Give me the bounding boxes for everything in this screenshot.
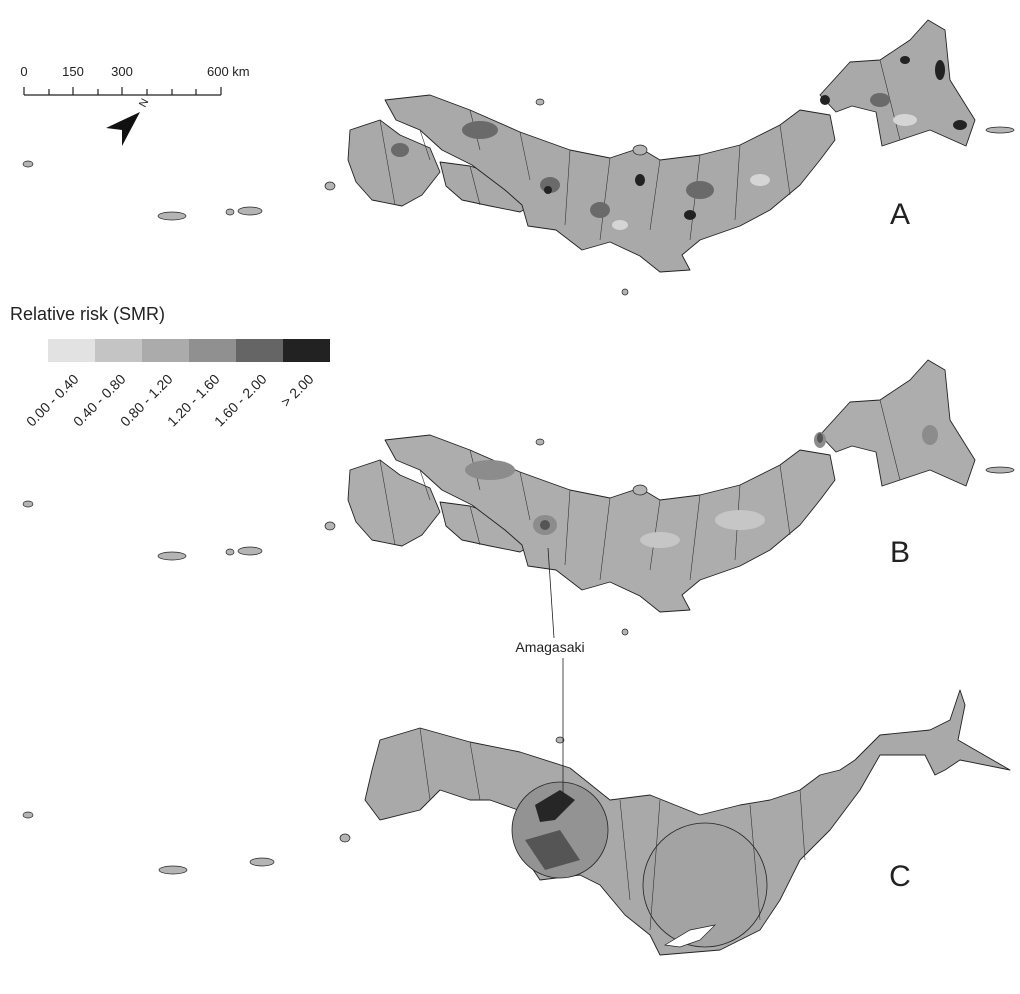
legend-swatch	[236, 339, 283, 362]
map-panel-b	[23, 360, 1014, 635]
legend-swatch	[142, 339, 189, 362]
legend-swatch	[283, 339, 330, 362]
scale-bar	[24, 87, 221, 95]
legend-swatch	[48, 339, 95, 362]
scale-label: 300	[111, 64, 133, 79]
scale-label: 150	[62, 64, 84, 79]
legend: 0.00 - 0.400.40 - 0.800.80 - 1.201.20 - …	[23, 339, 330, 429]
panel-label: B	[890, 536, 910, 569]
north-label: N	[137, 97, 151, 110]
figure: Amagasaki A B C 0 150 300 600 km N Relat…	[0, 0, 1020, 989]
scale-label: 0	[20, 64, 27, 79]
annotation: Amagasaki	[515, 639, 584, 655]
legend-swatch	[189, 339, 236, 362]
map-panel-a	[23, 20, 1014, 295]
legend-swatch	[95, 339, 142, 362]
map-panel-c	[23, 690, 1010, 955]
north-arrow	[106, 112, 140, 146]
panel-label: C	[889, 860, 911, 893]
scale-label: 600 km	[207, 64, 250, 79]
panel-label: A	[890, 198, 910, 231]
legend-title: Relative risk (SMR)	[10, 304, 165, 324]
legend-label: > 2.00	[277, 371, 316, 410]
